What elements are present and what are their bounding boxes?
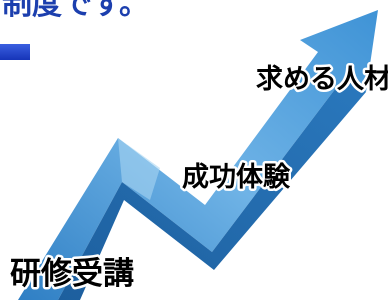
slide: 制度です。 求める人材 成功体験 研修受講 <box>0 0 388 307</box>
page: 制度です。 求める人材 成功体験 研修受講 (() => { const dat… <box>0 0 388 307</box>
step-label: 研修受講 <box>10 256 134 292</box>
accent-bar <box>0 44 30 60</box>
step-label: 求める人材 <box>256 64 388 95</box>
slide-title: 制度です。 <box>2 0 149 22</box>
step-label: 成功体験 <box>182 162 291 193</box>
